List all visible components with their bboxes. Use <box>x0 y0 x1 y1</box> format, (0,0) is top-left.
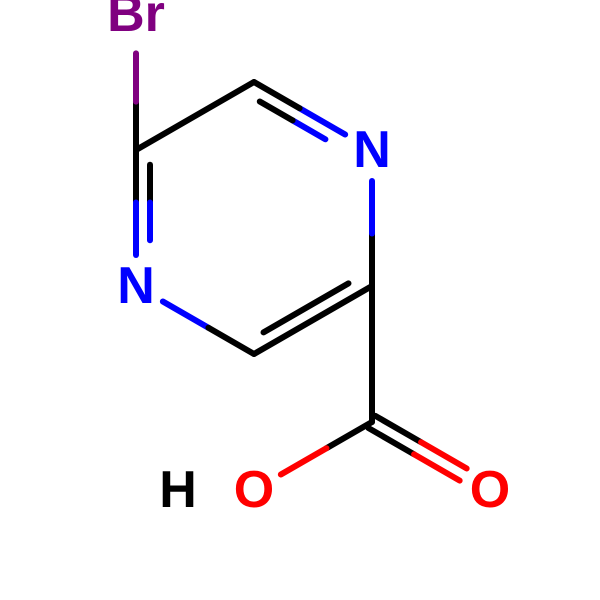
molecule-diagram: NNBrOOH <box>0 0 600 600</box>
atom-N4: N <box>117 257 155 315</box>
atom-Od: O <box>470 461 510 519</box>
atom-N1: N <box>353 121 391 179</box>
bonds <box>136 53 467 480</box>
atom-labels: NNBrOOH <box>107 0 510 519</box>
atom-H: H <box>159 461 197 519</box>
atom-Oh: O <box>234 461 274 519</box>
atom-Br: Br <box>107 0 165 43</box>
